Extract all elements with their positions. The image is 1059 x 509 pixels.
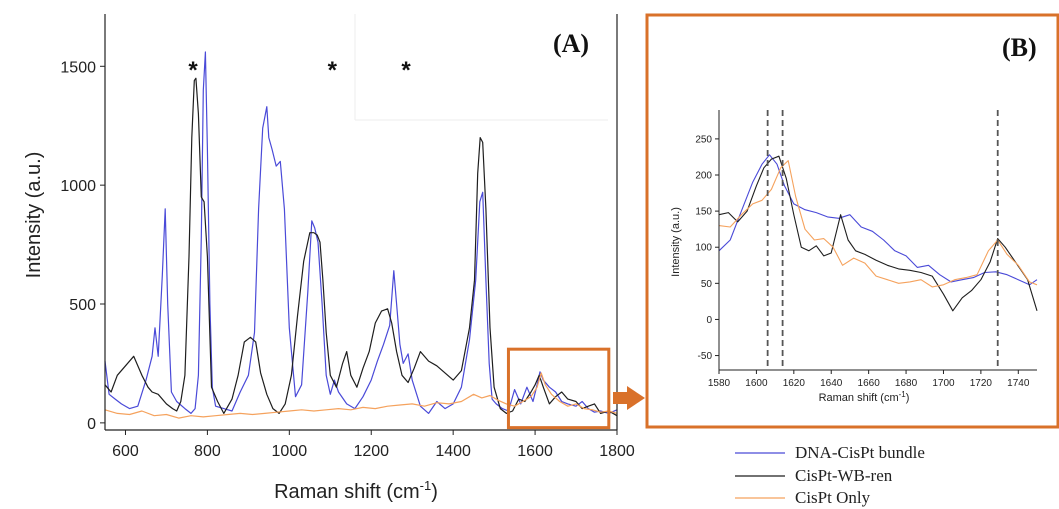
- panel-b-y-tick-label: 0: [706, 315, 712, 326]
- panel-b-x-tick-label: 1740: [1007, 378, 1030, 389]
- panel-b-axes: [718, 110, 1037, 371]
- legend-label-cispt-wb-ren: CisPt-WB-ren: [795, 466, 893, 485]
- panel-a-x-tick-label: 800: [194, 443, 221, 460]
- panel-a: 600 800 1000 1200 1400 1600 1800 050010001500 …: [23, 14, 635, 503]
- panel-b-x-axis-title-superscript: -1: [899, 390, 907, 399]
- panel-a-y-tick-label: 1000: [60, 178, 96, 195]
- panel-a-y-axis-title: Intensity (a.u.): [23, 152, 45, 279]
- panel-a-x-tick-label: 1400: [435, 443, 471, 460]
- panel-b-x-tick-label: 1700: [932, 378, 955, 389]
- panel-a-y-ticks: 0 500 1000 1500: [60, 59, 105, 433]
- legend-item-dna-cispt: DNA-CisPt bundle: [735, 443, 925, 462]
- panel-b-y-tick-label: 50: [701, 279, 713, 290]
- panel-b-x-ticks: 1580 1600 1620 1640 1660 1680 1700 1720 1740: [708, 370, 1030, 389]
- panel-b-y-tick-label: 100: [695, 243, 712, 254]
- legend-item-cispt-wb-ren: CisPt-WB-ren: [735, 466, 893, 485]
- panel-a-y-tick-label: 1500: [60, 59, 96, 76]
- panel-b-x-tick-label: 1720: [970, 378, 993, 389]
- zoom-highlight-box: [506, 347, 611, 430]
- panel-a-series: [104, 51, 618, 419]
- panel-b-series-cispt-wb-ren: [718, 155, 1038, 312]
- panel-a-y-tick-label: 500: [69, 297, 96, 314]
- panel-b-series: [718, 154, 1038, 312]
- panel-b-x-tick-label: 1580: [708, 378, 731, 389]
- legend-label-cispt-only: CisPt Only: [795, 488, 871, 507]
- panel-b-y-tick-label: -50: [698, 351, 713, 362]
- panel-b-y-tick-label: 200: [695, 171, 712, 182]
- panel-b-series-cispt-only: [718, 160, 1038, 288]
- panel-a-asterisk: *: [188, 57, 198, 84]
- zoom-arrow-shaft: [613, 392, 627, 404]
- panel-a-y-tick-label: 0: [87, 416, 96, 433]
- legend-item-cispt-only: CisPt Only: [735, 488, 871, 507]
- panel-a-x-ticks: 600 800 1000 1200 1400 1600 1800: [112, 430, 635, 460]
- panel-b-y-tick-label: 250: [695, 134, 712, 145]
- panel-a-x-tick-label: 1600: [517, 443, 553, 460]
- legend: DNA-CisPt bundle CisPt-WB-ren CisPt Only: [735, 443, 925, 507]
- panel-a-series-cispt-wb-ren: [104, 77, 618, 417]
- panel-a-series-dna-cispt-bundle: [104, 51, 618, 414]
- panel-b-x-axis-title: Raman shift (cm-1): [819, 390, 910, 404]
- panel-a-axes: [104, 14, 618, 431]
- panel-b-frame: [645, 13, 1059, 429]
- panel-a-x-axis-title: Raman shift (cm-1): [274, 478, 438, 503]
- panel-b-x-tick-label: 1640: [820, 378, 843, 389]
- panel-b-y-tick-label: 150: [695, 207, 712, 218]
- panel-b-x-tick-label: 1660: [858, 378, 881, 389]
- panel-a-x-tick-label: 1200: [353, 443, 389, 460]
- panel-a-asterisk: *: [401, 57, 411, 84]
- panel-b-x-tick-label: 1600: [745, 378, 768, 389]
- panel-b-x-tick-label: 1620: [783, 378, 806, 389]
- legend-label-dna-cispt: DNA-CisPt bundle: [795, 443, 925, 462]
- panel-a-x-axis-title-close: ): [431, 481, 438, 503]
- panel-a-x-tick-label: 600: [112, 443, 139, 460]
- panel-b-y-ticks: -50 0 50 100 150 200 250: [695, 134, 719, 362]
- panel-a-x-tick-label: 1800: [599, 443, 635, 460]
- panel-b-label: (B): [1002, 33, 1037, 62]
- panel-b: 1580 1600 1620 1640 1660 1680 1700 1720 1740 -50…: [645, 13, 1059, 429]
- panel-a-series-cispt-only: [104, 372, 618, 419]
- panel-a-asterisk: *: [328, 57, 338, 84]
- panel-b-reference-lines: [766, 110, 999, 370]
- zoom-arrow: [613, 386, 645, 410]
- panel-a-x-tick-label: 1000: [272, 443, 308, 460]
- panel-b-x-axis-title-close: ): [906, 392, 910, 404]
- panel-b-y-axis-title: Intensity (a.u.): [670, 207, 682, 277]
- panel-b-x-tick-label: 1680: [895, 378, 918, 389]
- panel-a-x-axis-title-superscript: -1: [420, 478, 432, 493]
- zoom-arrow-head: [627, 386, 645, 410]
- panel-a-label: (A): [553, 29, 589, 58]
- panel-a-asterisks: * * *: [188, 57, 411, 84]
